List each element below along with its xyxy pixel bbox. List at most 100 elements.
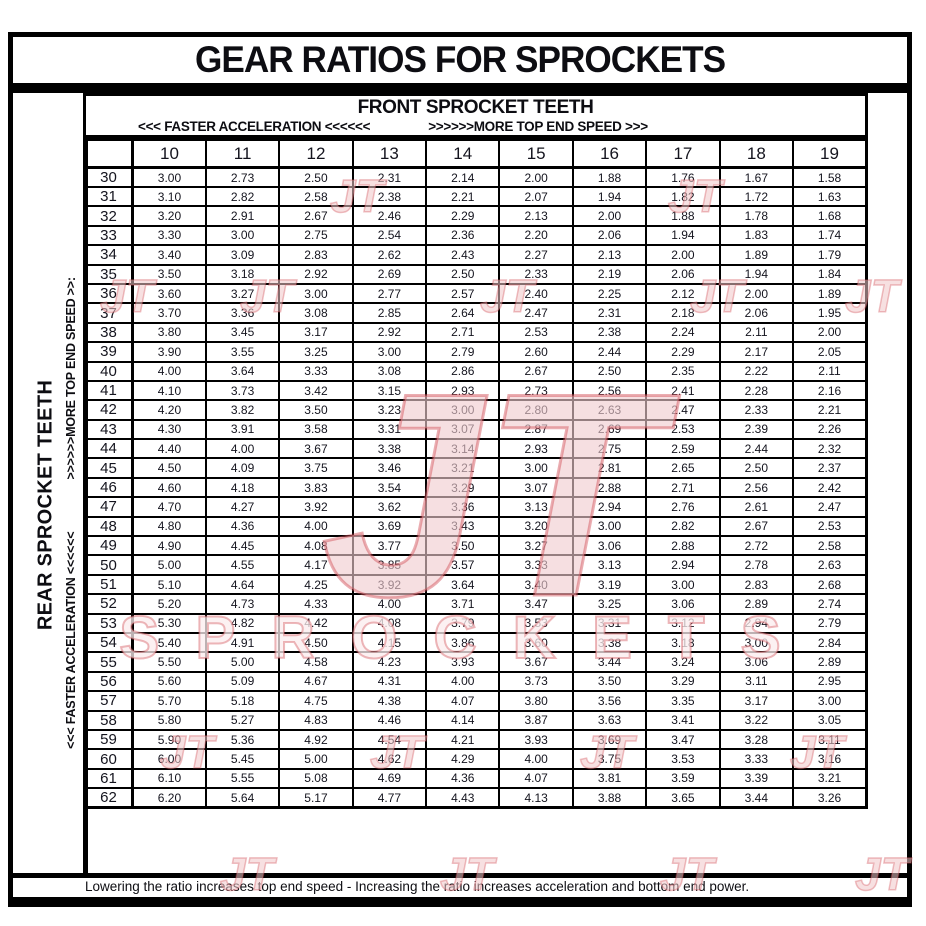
ratio-cell: 3.21	[425, 457, 501, 479]
ratio-cell: 2.50	[425, 263, 501, 285]
ratio-cell: 2.06	[645, 263, 721, 285]
ratio-cell: 4.10	[131, 379, 207, 402]
page-title: GEAR RATIOS FOR SPROCKETS	[194, 39, 726, 80]
ratio-cell: 2.68	[792, 573, 868, 596]
ratio-cell: 3.71	[425, 593, 501, 615]
ratio-cell: 3.35	[645, 690, 721, 712]
ratio-cell: 3.33	[278, 360, 354, 382]
ratio-cell: 4.18	[204, 476, 281, 499]
ratio-cell: 4.82	[204, 612, 281, 635]
ratio-cell: 2.58	[278, 185, 354, 208]
ratio-cell: 4.00	[351, 593, 428, 615]
ratio-cell: 3.62	[351, 496, 428, 518]
ratio-cell: 2.63	[571, 399, 648, 421]
ratio-cell: 4.14	[425, 709, 501, 731]
ratio-cell: 3.55	[204, 341, 281, 363]
ratio-cell: 3.09	[204, 244, 281, 266]
ratio-cell: 3.20	[498, 515, 574, 538]
rear-teeth-label: 55	[83, 651, 134, 673]
ratio-cell: 2.74	[792, 593, 868, 615]
ratio-cell: 3.50	[278, 399, 354, 421]
ratio-cell: 4.33	[278, 593, 354, 615]
ratio-cell: 3.28	[718, 728, 795, 751]
ratio-cell: 2.16	[792, 379, 868, 402]
ratio-cell: 2.44	[571, 341, 648, 363]
rear-teeth-label: 62	[83, 787, 134, 809]
ratio-cell: 2.43	[425, 244, 501, 266]
ratio-cell: 2.88	[571, 476, 648, 499]
ratio-cell: 1.68	[792, 205, 868, 227]
ratio-cell: 5.00	[278, 748, 354, 770]
rear-teeth-label: 59	[83, 728, 134, 751]
ratio-cell: 3.15	[351, 379, 428, 402]
ratio-cell: 3.30	[131, 224, 207, 247]
ratio-cell: 6.00	[131, 748, 207, 770]
ratio-cell: 1.94	[645, 224, 721, 247]
ratio-cell: 3.81	[571, 767, 648, 790]
rear-teeth-label: 56	[83, 670, 134, 693]
table-row: 45 4.50 4.09 3.75 3.46 3.21 3.00 2.81 2.65 2.50 2.…	[83, 457, 868, 479]
ratio-cell: 3.67	[498, 651, 574, 673]
ratio-cell: 3.54	[351, 476, 428, 499]
ratio-cell: 2.94	[571, 496, 648, 518]
rear-teeth-label: 36	[83, 282, 134, 305]
title-bar: GEAR RATIOS FOR SPROCKETS	[8, 32, 912, 88]
ratio-cell: 2.54	[351, 224, 428, 247]
table-row: 51 5.10 4.64 4.25 3.92 3.64 3.40 3.19 3.00 2.83 2.…	[83, 573, 868, 596]
ratio-cell: 3.00	[498, 457, 574, 479]
table-row: 58 5.80 5.27 4.83 4.46 4.14 3.87 3.63 3.41 3.22 3.…	[83, 709, 868, 731]
ratio-cell: 3.73	[498, 670, 574, 693]
ratio-cell: 2.44	[718, 438, 795, 460]
ratio-cell: 2.21	[425, 185, 501, 208]
rear-teeth-label: 61	[83, 767, 134, 790]
ratio-cell: 2.69	[571, 418, 648, 441]
ratio-cell: 3.36	[204, 302, 281, 324]
ratio-cell: 2.83	[278, 244, 354, 266]
ratio-cell: 4.07	[498, 767, 574, 790]
ratio-cell: 4.91	[204, 631, 281, 654]
ratio-cell: 3.50	[131, 263, 207, 285]
ratio-cell: 3.73	[204, 379, 281, 402]
ratio-cell: 3.46	[351, 457, 428, 479]
ratio-cell: 4.25	[278, 573, 354, 596]
ratio-cell: 4.60	[131, 476, 207, 499]
rear-teeth-label: 41	[83, 379, 134, 402]
ratio-cell: 3.18	[645, 631, 721, 654]
ratio-cell: 5.55	[204, 767, 281, 790]
ratio-cell: 2.67	[498, 360, 574, 382]
ratio-cell: 3.64	[425, 573, 501, 596]
ratio-cell: 2.58	[792, 535, 868, 557]
rear-teeth-label: 39	[83, 341, 134, 363]
ratio-cell: 3.18	[204, 263, 281, 285]
table-row: 31 3.10 2.82 2.58 2.38 2.21 2.07 1.94 1.82 1.72 1.…	[83, 185, 868, 208]
ratio-cell: 3.29	[425, 476, 501, 499]
ratio-cell: 3.63	[571, 709, 648, 731]
ratio-cell: 2.12	[645, 282, 721, 305]
ratio-cell: 5.10	[131, 573, 207, 596]
ratio-cell: 4.90	[131, 535, 207, 557]
ratio-cell: 3.21	[792, 767, 868, 790]
ratio-cell: 2.91	[204, 205, 281, 227]
rear-teeth-label: 47	[83, 496, 134, 518]
ratio-cell: 2.78	[718, 554, 795, 576]
ratio-cell: 3.67	[278, 438, 354, 460]
ratio-cell: 2.40	[498, 282, 574, 305]
rear-teeth-label: 32	[83, 205, 134, 227]
rear-teeth-label: 35	[83, 263, 134, 285]
ratio-cell: 3.24	[645, 651, 721, 673]
table-row: 34 3.40 3.09 2.83 2.62 2.43 2.27 2.13 2.00 1.89 1.…	[83, 244, 868, 266]
ratio-cell: 3.38	[571, 631, 648, 654]
ratio-cell: 3.19	[571, 573, 648, 596]
table-row: 54 5.40 4.91 4.50 4.15 3.86 3.60 3.38 3.18 3.00 2.…	[83, 631, 868, 654]
ratio-cell: 4.69	[351, 767, 428, 790]
ratio-cell: 2.47	[498, 302, 574, 324]
ratio-cell: 4.46	[351, 709, 428, 731]
ratio-cell: 2.75	[571, 438, 648, 460]
ratio-cell: 1.88	[645, 205, 721, 227]
ratio-cell: 2.71	[425, 321, 501, 344]
ratio-cell: 3.31	[571, 612, 648, 635]
ratio-cell: 6.10	[131, 767, 207, 790]
ratio-cell: 1.89	[792, 282, 868, 305]
header-row: 10 11 12 13 14 15 16 17 18 19	[83, 138, 868, 169]
ratio-cell: 3.29	[645, 670, 721, 693]
